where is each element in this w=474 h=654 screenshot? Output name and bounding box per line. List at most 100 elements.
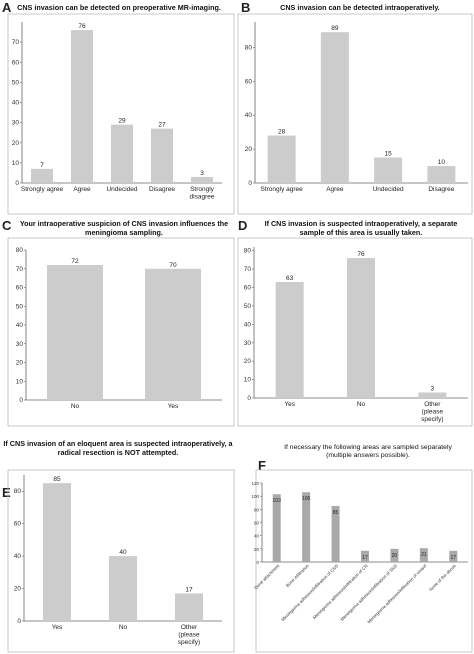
data-label: 17	[451, 555, 457, 561]
panel-title-d: If CNS invasion is suspected intraoperat…	[264, 219, 458, 237]
y-tick-label: 10	[244, 377, 252, 384]
data-label: 17	[362, 555, 368, 561]
y-tick-label: 20	[16, 360, 24, 367]
chart-e: 0 20 40 60 80 85 Yes 40 No 17 Other (please specify)	[7, 469, 235, 653]
x-tick-label: Meningioma adhesion/infiltration of CN	[312, 563, 369, 620]
data-label: 28	[278, 129, 286, 136]
x-tick-label: Meningioma adhesion/infiltration of CNS	[280, 563, 339, 622]
y-tick-label: 60	[245, 78, 253, 85]
data-label: 103	[273, 498, 282, 504]
bar	[71, 30, 93, 183]
bar	[302, 492, 311, 562]
panel-frame	[7, 13, 235, 215]
y-tick-label: 60	[14, 521, 22, 528]
x-tick-label: Strongly agree	[21, 186, 64, 193]
chart-c: 0 10 20 30 40 50 60 70 80 72 No 70 Yes	[7, 237, 235, 427]
panel-title-c: Your intraoperative suspicion of CNS inv…	[19, 219, 229, 237]
y-tick-label: 70	[12, 39, 20, 46]
data-label: 72	[71, 258, 79, 265]
bar	[47, 265, 103, 400]
bar	[43, 483, 71, 621]
panel-title-e: If CNS invasion of an eloquent area is s…	[3, 439, 233, 457]
x-tick-label: Agree	[326, 186, 344, 193]
bar	[151, 128, 173, 183]
panel-frame	[237, 13, 473, 215]
y-tick-label: 60	[244, 285, 252, 292]
panel-letter-c: C	[2, 218, 12, 233]
panel-frame	[237, 237, 473, 427]
panel-title-a: CNS invasion can be detected on preopera…	[17, 3, 221, 12]
x-tick-label: Bone infiltration	[285, 563, 310, 588]
bar	[109, 556, 137, 621]
y-tick-label: 40	[14, 553, 22, 560]
x-tick-label: No	[71, 403, 80, 410]
data-label: 76	[357, 251, 365, 258]
y-tick-label: 40	[245, 112, 253, 119]
y-tick-label: 30	[16, 341, 24, 348]
panel-title-f: If necessary the following areas are sam…	[284, 444, 452, 460]
panel-title-b: CNS invasion can be detected intraoperat…	[280, 3, 440, 12]
y-tick-label: 20	[244, 358, 252, 365]
y-tick-label: 60	[254, 521, 260, 526]
bar	[275, 281, 304, 398]
y-tick-label: 40	[244, 321, 252, 328]
x-tick-label: Strongly disagree	[190, 186, 215, 201]
panel-letter-e: E	[2, 485, 11, 500]
y-tick-label: 0	[256, 560, 259, 565]
y-tick-label: 30	[12, 120, 20, 127]
y-tick-label: 30	[244, 340, 252, 347]
y-tick-label: 50	[12, 79, 20, 86]
panel-frame	[7, 237, 235, 427]
x-tick-label: Meningioma adhesion/infiltration of SNS	[339, 563, 398, 622]
y-tick-label: 70	[244, 266, 252, 273]
x-tick-label: Undecided	[106, 186, 137, 193]
x-tick-label: Strongly agree	[260, 186, 303, 193]
bar	[272, 494, 281, 562]
y-tick-label: 20	[14, 586, 22, 593]
bar	[418, 392, 447, 398]
y-tick-label: 10	[12, 160, 20, 167]
data-label: 27	[158, 122, 166, 129]
data-label: 76	[78, 23, 86, 30]
chart-f: 0 20 40 60 80 100 120 103 Dural attachment 106 Bon…	[251, 469, 473, 653]
y-tick-label: 40	[254, 534, 260, 539]
data-label: 106	[302, 496, 311, 502]
y-tick-label: 20	[12, 140, 20, 147]
data-label: 10	[438, 159, 446, 166]
y-tick-label: 60	[12, 59, 20, 66]
bar	[361, 550, 369, 562]
y-tick-label: 80	[16, 247, 24, 254]
x-tick-label: Yes	[52, 624, 63, 631]
bar	[111, 124, 133, 183]
y-tick-label: 80	[254, 507, 260, 512]
data-label: 29	[118, 118, 126, 125]
x-tick-label: Dural attachment	[253, 563, 281, 591]
bar	[31, 168, 53, 183]
data-label: 7	[40, 162, 44, 169]
x-tick-label: Agree	[73, 186, 91, 193]
bar	[347, 258, 375, 398]
y-tick-label: 70	[16, 266, 24, 273]
y-tick-label: 40	[12, 100, 20, 107]
bar	[145, 268, 201, 400]
panel-frame	[7, 469, 235, 653]
y-tick-label: 0	[19, 397, 23, 404]
y-tick-label: 20	[254, 547, 260, 552]
x-tick-label: Yes	[284, 401, 295, 408]
panel-letter-a: A	[2, 0, 12, 15]
x-tick-label: Yes	[168, 403, 179, 410]
bar	[175, 593, 203, 621]
x-tick-label: Disagree	[428, 186, 454, 193]
panel-letter-f: F	[258, 458, 266, 473]
data-label: 15	[385, 151, 393, 158]
x-tick-label: Undecided	[373, 186, 404, 193]
x-tick-label: No	[357, 401, 366, 408]
y-tick-label: 10	[16, 378, 24, 385]
panel-frame	[255, 469, 473, 653]
y-tick-label: 0	[15, 180, 19, 187]
bar	[267, 135, 296, 183]
bar	[374, 157, 403, 183]
x-tick-label: Disagree	[149, 186, 175, 193]
y-tick-label: 0	[248, 180, 252, 187]
data-label: 3	[200, 170, 204, 177]
